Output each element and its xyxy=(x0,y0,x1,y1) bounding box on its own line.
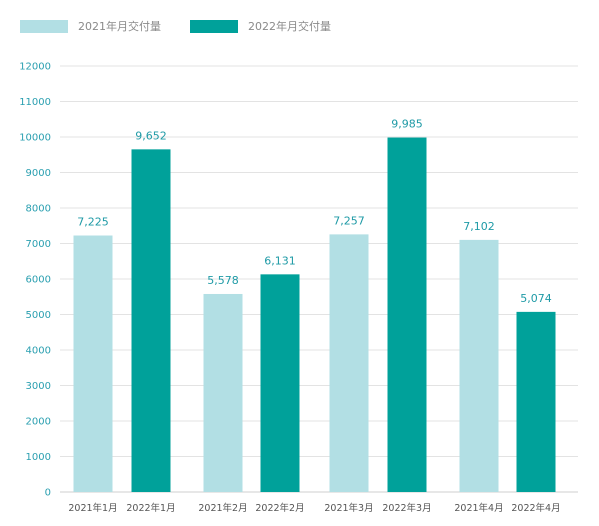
y-tick-label: 1000 xyxy=(26,452,51,463)
data-label: 5,578 xyxy=(207,274,239,287)
legend-item-2022[interactable]: 2022年月交付量 xyxy=(190,18,331,34)
legend-label-2021: 2021年月交付量 xyxy=(78,20,161,33)
bar-2021 xyxy=(329,234,369,492)
x-tick-label: 2022年1月 xyxy=(126,502,175,514)
x-tick-label: 2022年2月 xyxy=(255,502,304,514)
legend-swatch-2022 xyxy=(190,19,238,33)
y-tick-label: 4000 xyxy=(26,346,51,357)
bar-2021 xyxy=(73,235,113,492)
y-tick-label: 9000 xyxy=(26,168,51,179)
data-label: 7,257 xyxy=(333,214,365,227)
x-tick-label: 2022年3月 xyxy=(382,502,431,514)
bar-2022 xyxy=(131,149,171,492)
y-tick-label: 2000 xyxy=(26,417,51,428)
legend-label-2022: 2022年月交付量 xyxy=(248,20,331,33)
legend-swatch-2021 xyxy=(20,19,68,33)
bar-2021 xyxy=(459,239,499,492)
y-tick-label: 12000 xyxy=(19,62,51,73)
x-tick-label: 2021年4月 xyxy=(454,502,503,514)
y-tick-label: 11000 xyxy=(19,97,51,108)
data-label: 9,985 xyxy=(391,118,423,131)
x-tick-label: 2022年4月 xyxy=(511,502,560,514)
y-tick-label: 0 xyxy=(45,488,51,499)
legend-item-2021[interactable]: 2021年月交付量 xyxy=(20,18,161,34)
data-label: 5,074 xyxy=(520,292,552,305)
bar-2022 xyxy=(260,274,300,492)
y-tick-label: 3000 xyxy=(26,381,51,392)
bar-2021 xyxy=(203,293,243,492)
data-label: 7,225 xyxy=(77,216,109,229)
y-tick-label: 6000 xyxy=(26,275,51,286)
bar-2022 xyxy=(387,137,427,492)
data-label: 6,131 xyxy=(264,254,296,267)
x-tick-label: 2021年3月 xyxy=(324,502,373,514)
data-label: 9,652 xyxy=(135,129,167,142)
y-tick-label: 7000 xyxy=(26,239,51,250)
legend: 2021年月交付量 2022年月交付量 xyxy=(0,0,599,50)
x-tick-label: 2021年1月 xyxy=(68,502,117,514)
data-label: 7,102 xyxy=(463,220,495,233)
y-tick-label: 10000 xyxy=(19,133,51,144)
y-tick-label: 5000 xyxy=(26,310,51,321)
y-tick-label: 8000 xyxy=(26,204,51,215)
bar-2022 xyxy=(516,311,556,492)
x-tick-label: 2021年2月 xyxy=(198,502,247,514)
